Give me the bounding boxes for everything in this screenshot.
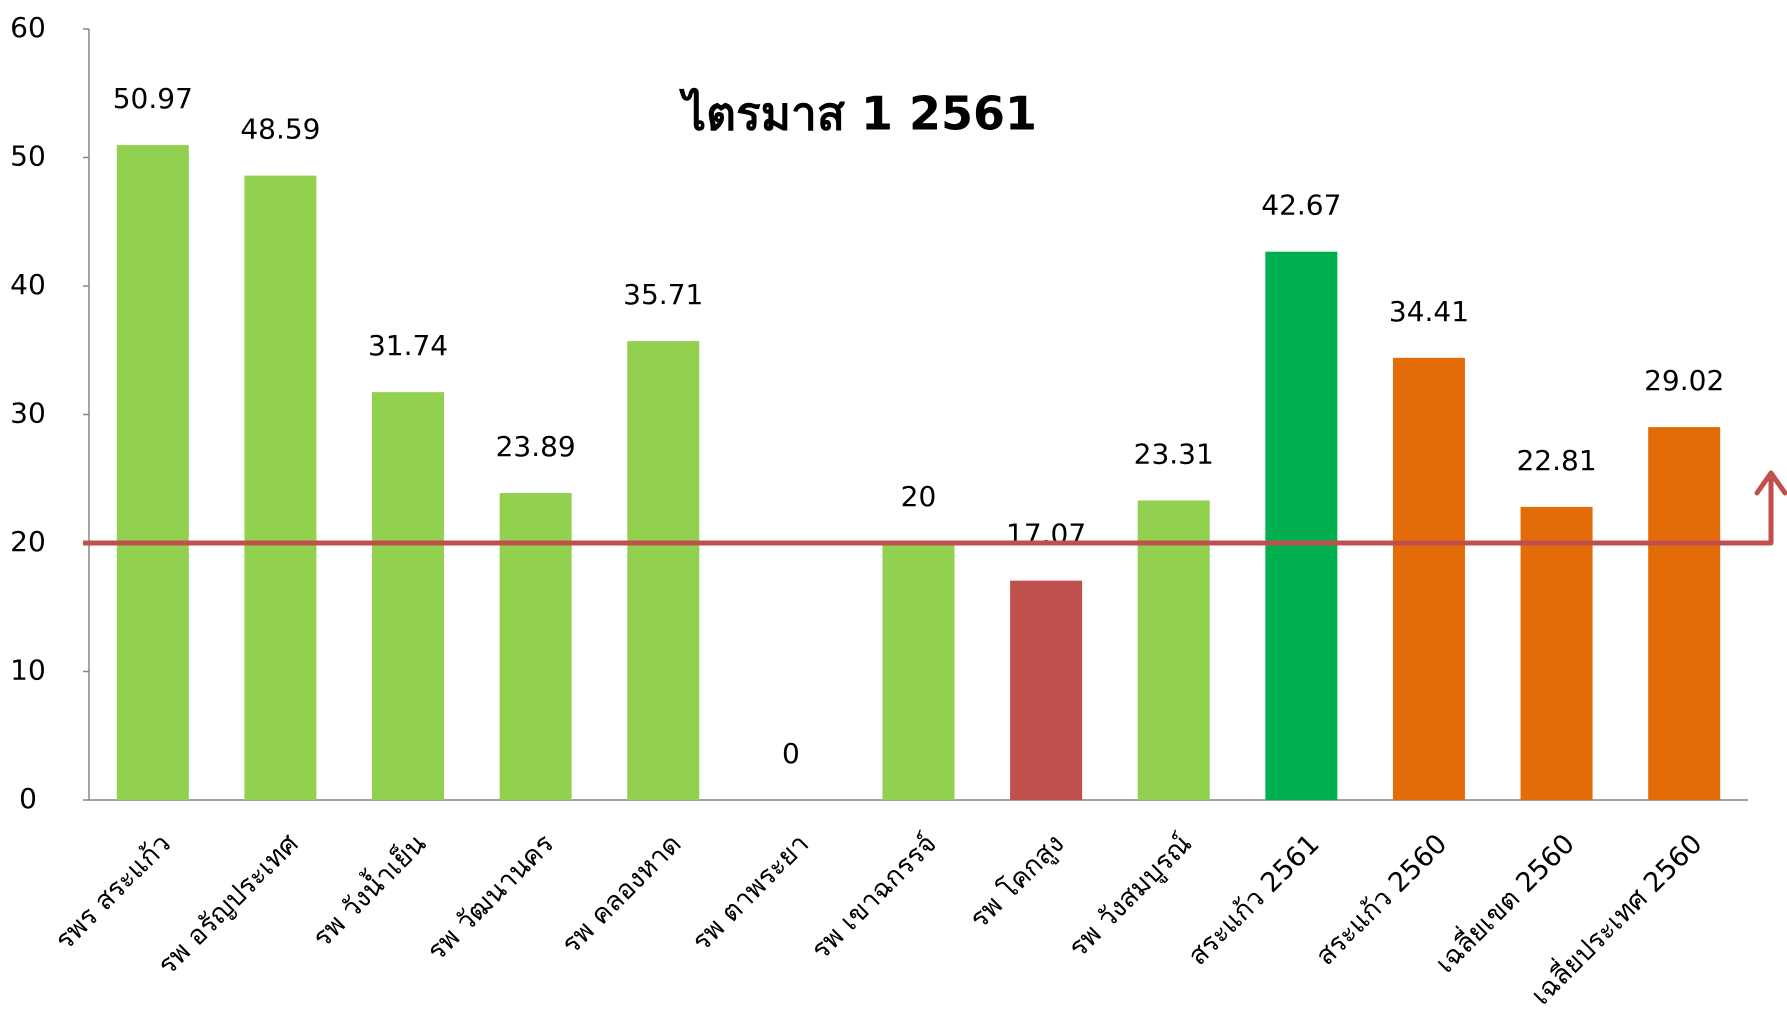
value-label: 31.74 bbox=[368, 329, 448, 362]
reference-arrow-head bbox=[1754, 470, 1787, 496]
y-tick-label: 10 bbox=[10, 654, 46, 687]
value-label: 34.41 bbox=[1389, 295, 1469, 328]
value-label: 23.89 bbox=[496, 430, 576, 463]
chart-title: ไตรมาส 1 2561 bbox=[678, 87, 1037, 141]
value-label: 50.97 bbox=[113, 82, 193, 115]
y-tick-label: 50 bbox=[10, 140, 46, 173]
x-tick-label: รพ เขาฉกรรจ์ bbox=[805, 828, 943, 966]
bar bbox=[1648, 427, 1721, 800]
bar bbox=[372, 392, 445, 800]
bar bbox=[1137, 500, 1210, 800]
value-label: 29.02 bbox=[1644, 364, 1724, 397]
x-tick-label: รพ โคกสูง bbox=[964, 828, 1070, 934]
bar bbox=[499, 493, 572, 800]
y-tick-label: 20 bbox=[10, 525, 46, 558]
value-label: 23.31 bbox=[1134, 437, 1214, 470]
value-label: 35.71 bbox=[623, 278, 703, 311]
x-tick-label: รพ วังสมบูรณ์ bbox=[1062, 828, 1198, 964]
bar bbox=[1392, 357, 1465, 800]
x-tick-label: สระแก้ว 2561 bbox=[1182, 828, 1325, 971]
bar bbox=[1520, 506, 1593, 800]
y-tick-label: 0 bbox=[19, 782, 37, 815]
value-label: 42.67 bbox=[1261, 189, 1341, 222]
value-label: 17.07 bbox=[1006, 518, 1086, 551]
x-tick-label: สระแก้ว 2560 bbox=[1310, 828, 1453, 971]
x-tick-label: รพ ตาพระยา bbox=[686, 828, 815, 957]
x-tick-label: รพ วังน้ำเย็น bbox=[303, 825, 432, 954]
value-label: 20 bbox=[901, 480, 937, 513]
y-tick-label: 60 bbox=[10, 11, 46, 44]
x-tick-label: รพ วัฒนานคร bbox=[421, 828, 560, 967]
y-tick-label: 30 bbox=[10, 397, 46, 430]
value-label: 22.81 bbox=[1516, 444, 1596, 477]
x-tick-label: รพ คลองหาด bbox=[556, 828, 688, 960]
value-label: 48.59 bbox=[240, 113, 320, 146]
reference-line bbox=[83, 478, 1774, 546]
x-tick-label: รพร สระแก้ว bbox=[49, 828, 177, 956]
bar bbox=[627, 341, 700, 800]
bar bbox=[1265, 251, 1338, 801]
bar bbox=[116, 145, 189, 800]
bar bbox=[1010, 580, 1083, 800]
y-tick-label: 40 bbox=[10, 268, 46, 301]
value-label: 0 bbox=[782, 737, 800, 770]
bar bbox=[244, 175, 317, 800]
bar bbox=[882, 543, 955, 800]
